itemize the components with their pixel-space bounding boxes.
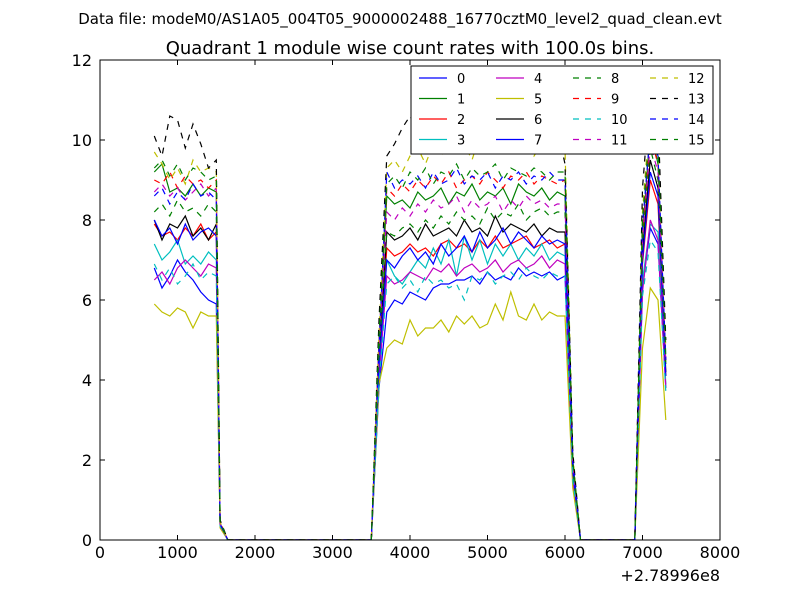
y-tick-label: 4 [82, 371, 92, 390]
y-tick-label: 2 [82, 451, 92, 470]
x-tick-label: 8000 [700, 543, 741, 562]
series-line-1 [153, 127, 667, 540]
legend-label-14: 14 [688, 113, 705, 128]
series-line-10 [153, 238, 667, 540]
y-tick-label: 10 [72, 131, 92, 150]
y-tick-label: 12 [72, 51, 92, 70]
series-line-11 [153, 143, 667, 540]
series-line-14 [153, 131, 667, 540]
series-line-15 [153, 119, 667, 540]
x-tick-label: 5000 [467, 543, 508, 562]
x-tick-label: 4000 [390, 543, 431, 562]
legend-label-6: 6 [534, 113, 542, 128]
figure-suptitle: Data file: modeM0/AS1A05_004T05_90000024… [78, 10, 722, 29]
legend-label-10: 10 [611, 113, 628, 128]
legend-label-15: 15 [688, 134, 705, 149]
x-tick-label: 6000 [545, 543, 586, 562]
x-tick-label: 7000 [622, 543, 663, 562]
y-tick-label: 8 [82, 211, 92, 230]
series-line-9 [154, 135, 667, 540]
legend-label-8: 8 [611, 72, 619, 87]
legend-label-4: 4 [534, 72, 542, 87]
x-axis-offset-label: +2.78996e8 [620, 566, 720, 585]
legend-label-2: 2 [457, 113, 465, 128]
chart-title: Quadrant 1 module wise count rates with … [166, 38, 655, 59]
x-tick-label: 1000 [157, 543, 198, 562]
series-line-2 [153, 179, 667, 540]
x-tick-label: 3000 [312, 543, 353, 562]
plot-area: 0 1000 2000 3000 4000 5000 6000 7000 80000246810… [72, 51, 741, 562]
legend-label-3: 3 [457, 134, 465, 149]
legend-label-9: 9 [611, 93, 619, 108]
legend-label-5: 5 [534, 93, 542, 108]
series-group [153, 87, 667, 540]
legend-label-7: 7 [534, 134, 542, 149]
series-line-5 [153, 286, 667, 540]
legend-label-13: 13 [688, 93, 705, 108]
legend-label-1: 1 [457, 93, 465, 108]
legend-label-0: 0 [457, 72, 465, 87]
x-tick-label: 0 [95, 543, 105, 562]
series-line-6 [153, 159, 667, 540]
legend-label-12: 12 [688, 72, 705, 87]
legend-label-11: 11 [611, 134, 628, 149]
series-line-13 [153, 87, 667, 540]
series-line-0 [153, 225, 667, 540]
y-tick-label: 6 [82, 291, 92, 310]
y-tick-label: 0 [82, 531, 92, 550]
series-line-7 [153, 171, 667, 540]
series-line-4 [153, 219, 667, 540]
x-tick-label: 2000 [235, 543, 276, 562]
series-line-3 [153, 222, 667, 540]
